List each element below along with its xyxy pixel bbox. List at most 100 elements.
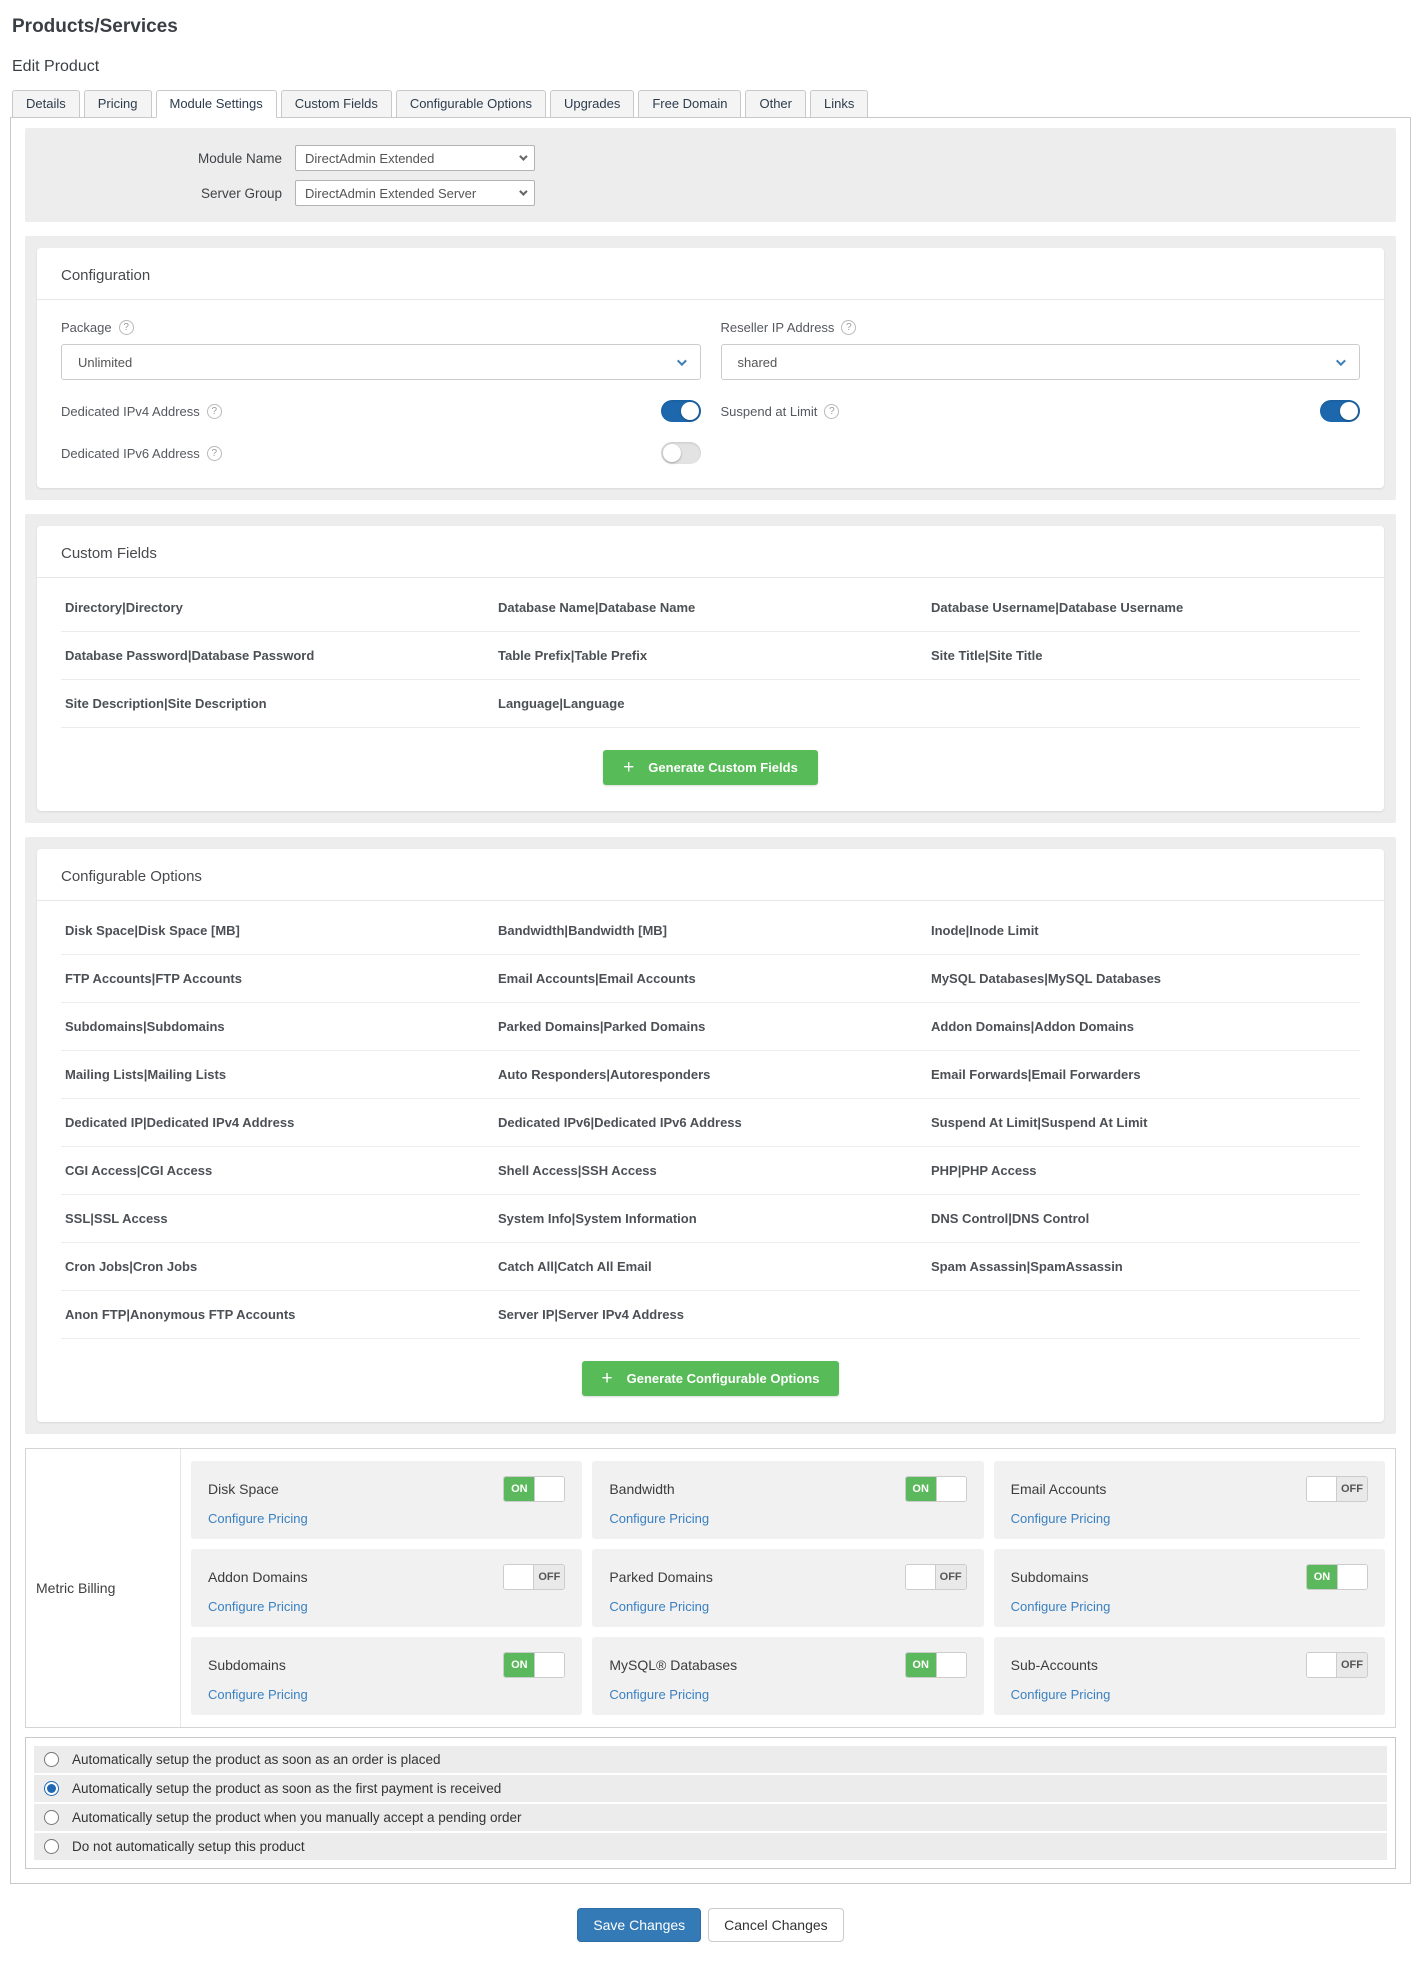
- configurable-option: System Info|System Information: [498, 1211, 697, 1226]
- metric-label: Sub-Accounts: [1010, 1657, 1098, 1673]
- custom-fields-title: Custom Fields: [37, 526, 1384, 578]
- tab-links[interactable]: Links: [809, 90, 869, 118]
- help-icon[interactable]: ?: [824, 403, 840, 419]
- metric-toggle[interactable]: ON: [503, 1652, 566, 1678]
- tab-module-settings[interactable]: Module Settings: [155, 90, 277, 118]
- custom-field: [927, 680, 1360, 727]
- configurable-option: Parked Domains|Parked Domains: [498, 1019, 706, 1034]
- reseller-ip-select[interactable]: shared: [720, 344, 1360, 380]
- configuration-section: Configuration Package ? Unlimited: [25, 236, 1396, 500]
- tab-bar: Details Pricing Module Settings Custom F…: [10, 90, 1411, 118]
- metric-toggle[interactable]: ON: [1306, 1564, 1368, 1590]
- help-icon[interactable]: ?: [206, 403, 222, 419]
- configurable-option-row: SSL|SSL Access System Info|System Inform…: [61, 1195, 1360, 1243]
- server-group-value: DirectAdmin Extended Server: [305, 185, 477, 201]
- configurable-option-row: FTP Accounts|FTP Accounts Email Accounts…: [61, 955, 1360, 1003]
- metric-billing-section: Metric Billing Disk Space ON Configure P…: [25, 1448, 1396, 1728]
- metric-card-sub-accounts: Sub-Accounts OFF Configure Pricing: [993, 1637, 1385, 1715]
- configuration-title: Configuration: [37, 248, 1384, 300]
- metric-toggle[interactable]: ON: [904, 1476, 967, 1502]
- configurable-option: MySQL Databases|MySQL Databases: [931, 971, 1162, 986]
- metric-label: MySQL® Databases: [609, 1657, 738, 1673]
- radio-button[interactable]: [44, 1839, 59, 1854]
- help-icon[interactable]: ?: [841, 320, 857, 335]
- tab-details[interactable]: Details: [12, 90, 80, 118]
- custom-field: Site Title|Site Title: [931, 648, 1043, 663]
- dedicated-ipv6-toggle[interactable]: [660, 442, 701, 464]
- chevron-down-icon: [676, 355, 687, 366]
- chevron-down-icon: [1335, 355, 1346, 366]
- configurable-option: [927, 1291, 1360, 1338]
- custom-field: Language|Language: [498, 696, 625, 711]
- custom-field: Directory|Directory: [65, 600, 183, 615]
- metric-toggle[interactable]: OFF: [1306, 1476, 1368, 1502]
- cancel-changes-button[interactable]: Cancel Changes: [708, 1908, 844, 1942]
- configurable-option: Dedicated IPv6|Dedicated IPv6 Address: [498, 1115, 742, 1130]
- package-select[interactable]: Unlimited: [61, 344, 701, 380]
- generate-custom-fields-button[interactable]: + Generate Custom Fields: [603, 750, 818, 785]
- radio-button[interactable]: [44, 1781, 59, 1796]
- server-group-select[interactable]: DirectAdmin Extended Server: [295, 180, 535, 206]
- configure-pricing-link[interactable]: Configure Pricing: [208, 1511, 308, 1526]
- metric-toggle[interactable]: OFF: [503, 1564, 566, 1590]
- metric-toggle[interactable]: ON: [904, 1652, 967, 1678]
- plus-icon: +: [601, 1367, 613, 1389]
- metric-label: Addon Domains: [208, 1569, 308, 1585]
- tab-free-domain[interactable]: Free Domain: [638, 90, 742, 118]
- configurable-option: Bandwidth|Bandwidth [MB]: [498, 923, 667, 938]
- metric-toggle[interactable]: OFF: [904, 1564, 967, 1590]
- save-changes-button[interactable]: Save Changes: [577, 1908, 702, 1942]
- tab-pricing[interactable]: Pricing: [83, 90, 152, 118]
- configurable-option: CGI Access|CGI Access: [65, 1163, 213, 1178]
- configurable-option: DNS Control|DNS Control: [931, 1211, 1090, 1226]
- configurable-option: Email Accounts|Email Accounts: [498, 971, 696, 986]
- setup-option-row[interactable]: Automatically setup the product when you…: [34, 1804, 1387, 1831]
- radio-button[interactable]: [44, 1810, 59, 1825]
- configurable-option: Email Forwards|Email Forwarders: [931, 1067, 1141, 1082]
- configure-pricing-link[interactable]: Configure Pricing: [1010, 1687, 1111, 1702]
- configurable-option-row: Disk Space|Disk Space [MB] Bandwidth|Ban…: [61, 907, 1360, 955]
- configure-pricing-link[interactable]: Configure Pricing: [208, 1687, 308, 1702]
- suspend-at-limit-toggle[interactable]: [1320, 400, 1360, 422]
- setup-option-row[interactable]: Do not automatically setup this product: [34, 1833, 1387, 1860]
- module-name-select[interactable]: DirectAdmin Extended: [295, 145, 535, 171]
- configure-pricing-link[interactable]: Configure Pricing: [208, 1599, 308, 1614]
- help-icon[interactable]: ?: [206, 445, 222, 461]
- configurable-option-row: Subdomains|Subdomains Parked Domains|Par…: [61, 1003, 1360, 1051]
- tab-custom-fields[interactable]: Custom Fields: [280, 90, 392, 118]
- configurable-options-title: Configurable Options: [37, 849, 1384, 901]
- tab-other[interactable]: Other: [745, 90, 806, 118]
- configure-pricing-link[interactable]: Configure Pricing: [1010, 1599, 1111, 1614]
- metric-toggle[interactable]: OFF: [1306, 1652, 1368, 1678]
- tab-upgrades[interactable]: Upgrades: [549, 90, 635, 118]
- dedicated-ipv4-toggle[interactable]: [660, 400, 701, 422]
- configure-pricing-link[interactable]: Configure Pricing: [1010, 1511, 1111, 1526]
- custom-field: Table Prefix|Table Prefix: [498, 648, 648, 663]
- configurable-option: Addon Domains|Addon Domains: [931, 1019, 1134, 1034]
- module-name-label: Module Name: [197, 150, 282, 166]
- configure-pricing-link[interactable]: Configure Pricing: [609, 1599, 710, 1614]
- metric-card-email-accounts: Email Accounts OFF Configure Pricing: [993, 1461, 1385, 1539]
- configure-pricing-link[interactable]: Configure Pricing: [609, 1687, 710, 1702]
- metric-card-addon-domains: Addon Domains OFF Configure Pricing: [191, 1549, 583, 1627]
- suspend-at-limit-label: Suspend at Limit: [720, 403, 818, 419]
- configurable-option: Auto Responders|Autoresponders: [498, 1067, 711, 1082]
- package-value: Unlimited: [78, 354, 133, 370]
- setup-option-row[interactable]: Automatically setup the product as soon …: [34, 1746, 1387, 1773]
- page-subtitle: Edit Product: [12, 58, 100, 75]
- setup-option-row[interactable]: Automatically setup the product as soon …: [34, 1775, 1387, 1802]
- radio-button[interactable]: [44, 1752, 59, 1767]
- custom-field: Database Username|Database Username: [931, 600, 1184, 615]
- metric-card-subdomains: Subdomains ON Configure Pricing: [993, 1549, 1385, 1627]
- generate-configurable-options-button[interactable]: + Generate Configurable Options: [581, 1361, 840, 1396]
- dedicated-ipv6-label: Dedicated IPv6 Address: [61, 445, 200, 461]
- configurable-option: Dedicated IP|Dedicated IPv4 Address: [65, 1115, 295, 1130]
- configure-pricing-link[interactable]: Configure Pricing: [609, 1511, 710, 1526]
- tab-configurable-options[interactable]: Configurable Options: [395, 90, 546, 118]
- configurable-option-row: Anon FTP|Anonymous FTP Accounts Server I…: [61, 1291, 1360, 1339]
- metric-card-bandwidth: Bandwidth ON Configure Pricing: [592, 1461, 984, 1539]
- setup-option-label: Automatically setup the product as soon …: [72, 1752, 441, 1767]
- metric-toggle[interactable]: ON: [503, 1476, 566, 1502]
- metric-card-mysql-databases: MySQL® Databases ON Configure Pricing: [592, 1637, 984, 1715]
- help-icon[interactable]: ?: [118, 320, 134, 335]
